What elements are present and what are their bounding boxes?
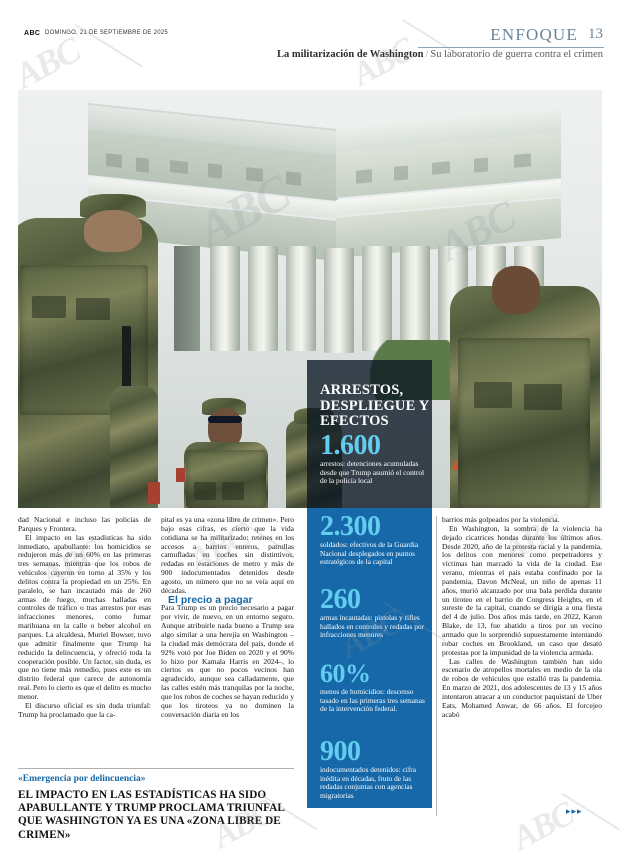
paragraph: En Washington, la sombra de la violencia… — [442, 523, 602, 657]
newspaper-logo: ABC — [24, 30, 41, 37]
stat-item: 1.600 arrestos: detenciones acumuladas d… — [320, 432, 432, 486]
paragraph: Para Trump es un precio necesario a paga… — [161, 603, 294, 719]
article-column-2: pital es ya una «zona libre de crimen». … — [161, 515, 294, 719]
paragraph: El discurso oficial es sin duda triunfal… — [18, 700, 151, 719]
stat-item: 2.300 soldados: efectivos de la Guardia … — [320, 513, 432, 567]
page-number: 13 — [588, 26, 603, 42]
pullquote-headline: EL IMPACTO EN LAS ESTADÍSTICAS HA SIDO A… — [18, 789, 285, 841]
stat-description: armas incautadas: pistolas y rifles hall… — [320, 613, 425, 640]
paragraph: dad Nacional e incluso las policías de P… — [18, 515, 151, 533]
stat-description: soldados: efectivos de la Guardia Nacion… — [320, 540, 419, 567]
paragraph: pital es ya una «zona libre de crimen». … — [161, 515, 294, 595]
stat-value: 260 — [320, 584, 361, 615]
stats-panel-overlay — [307, 360, 432, 508]
paragraph: Las calles de Washington también han sid… — [442, 656, 602, 719]
masthead-rule — [418, 47, 604, 48]
stat-item: 900 indocumentados detenidos: cifra inéd… — [320, 738, 432, 800]
section-subheading: El precio a pagar — [168, 593, 253, 606]
stat-description: menos de homicidios: descenso tasado en … — [320, 687, 425, 714]
article-column-4: barrios más golpeados por la violencia. … — [442, 515, 602, 719]
stat-value: 60% — [320, 659, 371, 688]
stat-value: 900 — [320, 736, 361, 767]
pullquote-kicker: «Emergencia por delincuencia» — [18, 774, 146, 784]
publication-date: DOMINGO, 21 DE SEPTIEMBRE DE 2025 — [45, 30, 168, 36]
kicker-separator: / — [425, 49, 429, 60]
kicker-subtitle: Su laboratorio de guerra contra el crime… — [430, 49, 603, 60]
section-title: ENFOQUE — [490, 25, 578, 44]
stat-item: 60% menos de homicidios: descenso tasado… — [320, 660, 432, 714]
stat-description: arrestos: detenciones acumuladas desde q… — [320, 459, 425, 486]
paragraph: barrios más golpeados por la violencia. — [442, 515, 560, 524]
soldier-head-center — [208, 408, 242, 448]
rifle-left — [122, 326, 131, 418]
column-divider — [436, 516, 437, 816]
paragraph: El impacto en las estadísticas ha sido i… — [18, 532, 151, 701]
stat-description: indocumentados detenidos: cifra inédita … — [320, 765, 417, 800]
page-watermark: ABC — [506, 795, 579, 858]
article-kicker: La militarización de Washington / Su labor… — [203, 49, 603, 60]
stat-item: 260 armas incautadas: pistolas y rifles … — [320, 586, 432, 640]
soldier-vest-far-right — [458, 338, 590, 508]
soldier-head-left — [84, 210, 142, 252]
bottom-rule — [18, 768, 294, 769]
kicker-topic: La militarización de Washington — [276, 49, 424, 60]
stats-panel-title: ARRESTOS, DESPLIEGUE Y EFECTOS — [320, 382, 429, 429]
stats-panel-box — [307, 508, 432, 808]
stat-value: 1.600 — [320, 430, 381, 461]
masthead: ABC DOMINGO, 21 DE SEPTIEMBRE DE 2025 EN… — [0, 0, 620, 72]
sunglasses-icon — [208, 416, 242, 423]
soldier-head-far-right — [492, 266, 540, 314]
article-column-1: dad Nacional e incluso las policías de P… — [18, 515, 151, 719]
stat-value: 2.300 — [320, 511, 381, 542]
continue-arrows-icon: ▸▸▸ — [566, 806, 583, 816]
